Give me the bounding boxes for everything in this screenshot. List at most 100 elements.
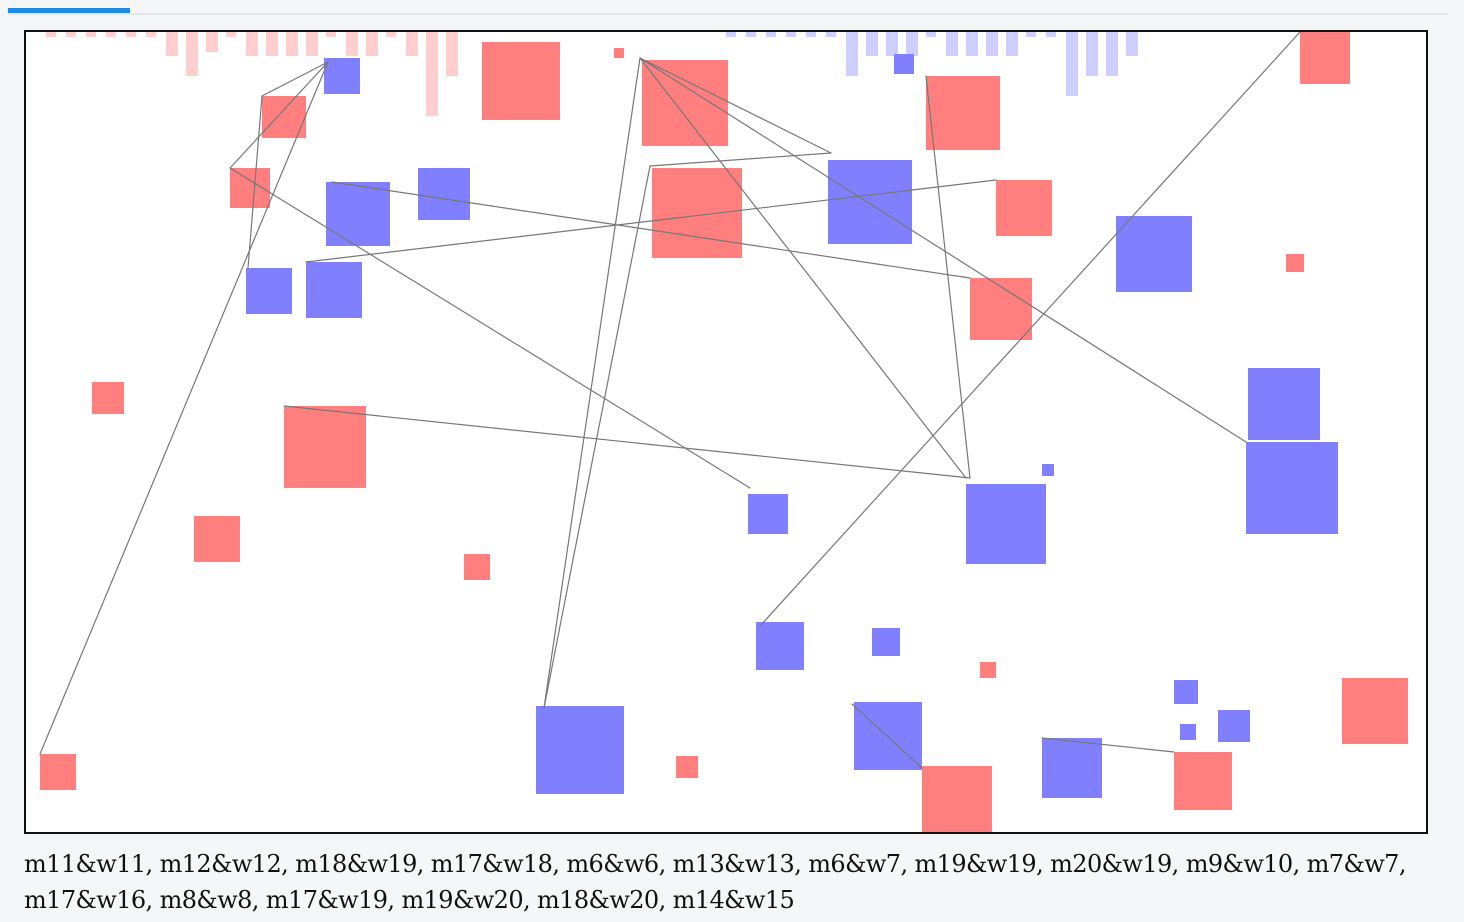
man-node-8 — [996, 180, 1052, 236]
woman-node-9 — [1248, 368, 1320, 440]
women-histogram-bar-15 — [1006, 32, 1018, 56]
women-histogram-bar-11 — [926, 32, 936, 37]
match-line-6 — [543, 165, 651, 709]
match-line-12 — [331, 181, 971, 279]
women-histogram-bar-21 — [1126, 32, 1138, 56]
woman-node-16 — [536, 706, 624, 794]
man-node-20 — [1174, 752, 1232, 810]
match-line-9 — [39, 61, 329, 755]
woman-node-5 — [246, 268, 292, 314]
man-node-1 — [482, 42, 560, 120]
man-node-14 — [194, 516, 240, 562]
match-line-11 — [229, 167, 751, 489]
match-line-5 — [649, 152, 832, 167]
woman-node-11 — [1042, 464, 1054, 476]
men-histogram-bar-11 — [246, 32, 258, 56]
women-histogram-bar-16 — [1026, 32, 1036, 37]
men-histogram-bar-4 — [106, 32, 116, 37]
match-line-18 — [1041, 737, 1175, 753]
men-histogram-bar-14 — [306, 32, 318, 56]
men-histogram-bar-6 — [146, 32, 156, 37]
match-line-15 — [925, 75, 971, 479]
women-histogram-bar-6 — [826, 32, 836, 37]
men-histogram-bar-16 — [346, 32, 358, 56]
top-divider — [8, 13, 1448, 15]
women-histogram-bar-19 — [1086, 32, 1098, 76]
man-node-10 — [1300, 32, 1350, 84]
woman-node-15 — [872, 628, 900, 656]
men-histogram-bar-1 — [46, 32, 56, 37]
woman-node-18 — [1042, 738, 1102, 798]
woman-node-12 — [966, 484, 1046, 564]
men-histogram-bar-7 — [166, 32, 178, 56]
woman-node-21 — [1218, 710, 1250, 742]
women-histogram-bar-13 — [966, 32, 978, 56]
match-line-14 — [283, 405, 971, 479]
man-node-4 — [652, 168, 742, 258]
matching-canvas — [39, 32, 1408, 832]
woman-node-10 — [1246, 442, 1338, 534]
match-line-2 — [639, 57, 967, 479]
man-node-7 — [926, 76, 1000, 150]
man-node-15 — [464, 554, 490, 580]
woman-node-4 — [326, 182, 390, 246]
men-histogram-bar-13 — [286, 32, 298, 56]
men-histogram-bar-3 — [86, 32, 96, 37]
man-node-12 — [92, 382, 124, 414]
match-line-3 — [639, 57, 832, 154]
woman-node-14 — [756, 622, 804, 670]
active-tab-indicator[interactable] — [8, 8, 130, 13]
women-histogram-bar-3 — [766, 32, 776, 37]
match-line-1 — [639, 57, 1247, 443]
woman-node-19 — [1174, 680, 1198, 704]
men-histogram-bar-20 — [426, 32, 438, 116]
men-histogram-bar-18 — [386, 32, 396, 37]
men-histogram-bar-19 — [406, 32, 418, 56]
man-node-6 — [230, 168, 270, 208]
match-line-16 — [759, 32, 1301, 627]
woman-node-2 — [894, 54, 914, 74]
woman-node-1 — [324, 58, 360, 94]
women-histogram-bar-18 — [1066, 32, 1078, 96]
match-line-8 — [229, 61, 329, 169]
men-histogram-bar-9 — [206, 32, 218, 52]
match-line-17 — [851, 703, 923, 769]
women-histogram-bar-12 — [946, 32, 958, 56]
women-histogram-bar-5 — [806, 32, 816, 37]
women-histogram-bar-7 — [846, 32, 858, 76]
women-histogram-bar-4 — [786, 32, 796, 37]
women-histogram-bar-10 — [906, 32, 918, 56]
match-line-10 — [247, 95, 263, 269]
woman-node-20 — [1180, 724, 1196, 740]
women-histogram-bar-17 — [1046, 32, 1056, 37]
men-histogram-bar-2 — [66, 32, 76, 37]
man-node-9 — [970, 278, 1032, 340]
women-histogram-bar-14 — [986, 32, 998, 56]
match-line-13 — [305, 179, 997, 263]
woman-node-7 — [828, 160, 912, 244]
man-node-11 — [1286, 254, 1304, 272]
men-histogram-bar-21 — [446, 32, 458, 76]
matched-pairs-text: m11&w11, m12&w12, m18&w19, m17&w18, m6&w… — [24, 850, 1406, 914]
man-node-3 — [642, 60, 728, 146]
man-node-19 — [922, 766, 992, 832]
man-node-13 — [284, 406, 366, 488]
women-histogram-bar-20 — [1106, 32, 1118, 76]
woman-node-13 — [748, 494, 788, 534]
man-node-21 — [1342, 678, 1408, 744]
woman-node-3 — [418, 168, 470, 220]
woman-node-6 — [306, 262, 362, 318]
man-node-17 — [676, 756, 698, 778]
woman-node-17 — [854, 702, 922, 770]
women-histogram-bar-1 — [726, 32, 736, 37]
women-histogram-bar-2 — [746, 32, 756, 37]
men-histogram-bar-10 — [226, 32, 236, 37]
men-histogram-bar-17 — [366, 32, 378, 56]
men-histogram-bar-15 — [326, 32, 336, 37]
women-histogram-bar-9 — [886, 32, 898, 56]
match-line-4 — [543, 57, 641, 709]
matching-board — [24, 30, 1428, 834]
man-node-2 — [614, 48, 624, 58]
man-node-16 — [40, 754, 76, 790]
